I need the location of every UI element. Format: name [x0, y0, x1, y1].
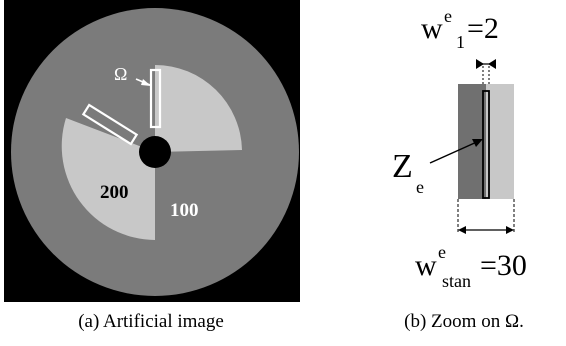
omega-pointer-arrowhead [141, 79, 151, 86]
ze-strip [482, 90, 490, 199]
wstan-arrowhead-left [458, 226, 466, 234]
lower-left-sector [61, 118, 155, 240]
wstan-superscript: e [438, 242, 446, 262]
caption-a: (a) Artificial image [78, 311, 224, 332]
caption-b: (b) Zoom on Ω. [404, 311, 524, 332]
zoom-light-region [486, 84, 514, 199]
w1-label: w [421, 12, 443, 45]
upper-right-sector [155, 64, 242, 152]
omega-label: Ω [114, 64, 127, 84]
inner-region-label: 200 [100, 182, 129, 203]
omega-window [149, 68, 162, 129]
artificial-image: Ω 200 100 [4, 0, 300, 302]
ze-pointer [429, 140, 480, 164]
wstan-arrowhead-right [506, 226, 514, 234]
center-hole [139, 136, 171, 168]
w1-value: =2 [467, 12, 499, 45]
wstan-subscript: stan [442, 271, 471, 291]
w1-subscript: 1 [456, 32, 465, 52]
w1-arrowhead-left [476, 59, 484, 69]
w1-superscript: e [444, 6, 452, 26]
w1-arrowhead-right [488, 59, 496, 69]
zoom-diagram: w e 1 =2 Z e w e stan =30 [392, 6, 527, 291]
ze-label: Z [392, 148, 413, 185]
zoom-dark-region [458, 84, 486, 199]
ze-subscript: e [416, 177, 424, 197]
wstan-value: =30 [480, 249, 527, 282]
wstan-label: w [415, 249, 437, 282]
outer-region-label: 100 [170, 200, 199, 221]
tilted-window [81, 103, 139, 146]
ze-pointer-arrowhead [472, 139, 483, 147]
